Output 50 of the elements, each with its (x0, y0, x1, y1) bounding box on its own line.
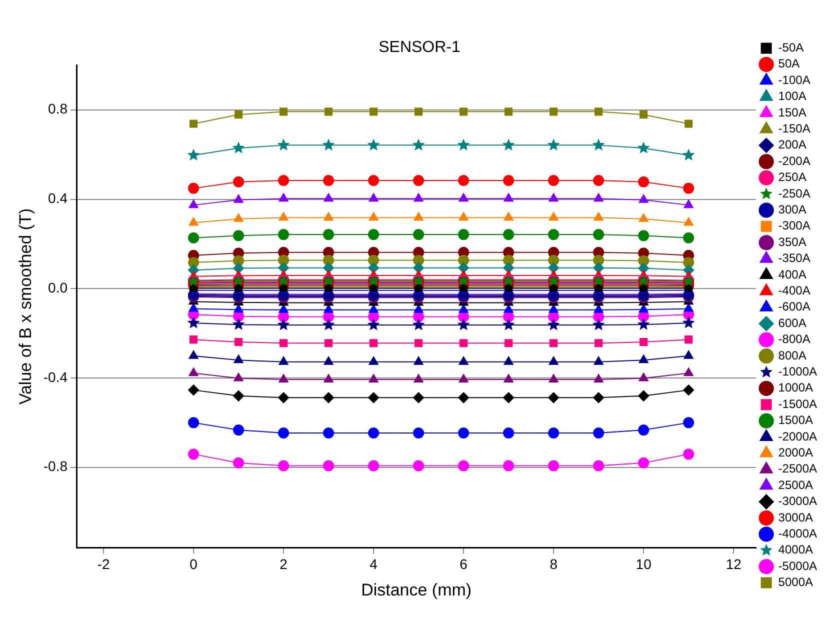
legend-label: 50A (778, 56, 800, 71)
legend-label: -150A (778, 122, 810, 136)
legend-label: -3000A (778, 494, 818, 508)
x-tick-label: 4 (370, 556, 378, 572)
legend-label: 4000A (778, 542, 814, 557)
legend-label: -250A (778, 186, 810, 200)
legend-label: -100A (778, 72, 810, 87)
legend-label: 300A (778, 202, 806, 217)
legend-label: -800A (778, 332, 810, 346)
legend-label: 2500A (778, 478, 814, 492)
x-tick-label: -2 (97, 556, 110, 572)
legend-label: -200A (778, 154, 810, 168)
legend-label: 1500A (778, 413, 814, 428)
legend-label: 3000A (778, 510, 814, 524)
legend-label: 100A (778, 89, 806, 104)
x-tick-label: 2 (280, 556, 288, 572)
x-tick-label: 10 (636, 556, 652, 572)
x-tick-label: 6 (460, 556, 468, 572)
chart-title: SENSOR-1 (378, 39, 460, 56)
legend-label: 800A (778, 348, 806, 362)
legend-label: 600A (778, 316, 806, 330)
y-axis-title: Value of B x smoothed (T) (16, 208, 35, 405)
legend-label: 5000A (778, 575, 814, 590)
legend-label: 1000A (778, 380, 814, 395)
y-tick-label: 0.0 (48, 279, 68, 296)
y-tick-label: -0.8 (43, 458, 68, 474)
y-tick-label: 0.4 (48, 190, 68, 206)
legend-label: -4000A (778, 526, 818, 541)
legend-label: -5000A (778, 558, 818, 573)
legend-label: -600A (778, 300, 810, 314)
y-tick-label: 0.8 (48, 100, 68, 117)
y-tick-label: -0.4 (43, 368, 68, 385)
legend-label: 200A (778, 138, 806, 152)
legend-label: -1500A (778, 396, 818, 411)
legend-label: 250A (778, 170, 806, 184)
x-tick-label: 0 (190, 556, 198, 572)
legend-label: 400A (778, 267, 806, 282)
x-axis-title: Distance (mm) (361, 580, 472, 600)
legend-label: -1000A (778, 364, 818, 379)
x-tick-label: 8 (550, 556, 558, 572)
legend-label: -300A (778, 218, 810, 233)
legend-label: -350A (778, 251, 810, 266)
legend-label: -2000A (778, 429, 818, 444)
legend-label: 350A (778, 234, 806, 249)
legend-label: 150A (778, 105, 806, 120)
legend-label: -2500A (778, 462, 818, 476)
x-tick-label: 12 (726, 556, 742, 572)
legend-label: -50A (778, 40, 804, 55)
legend-label: 2000A (778, 446, 814, 460)
legend-label: -400A (778, 284, 810, 298)
